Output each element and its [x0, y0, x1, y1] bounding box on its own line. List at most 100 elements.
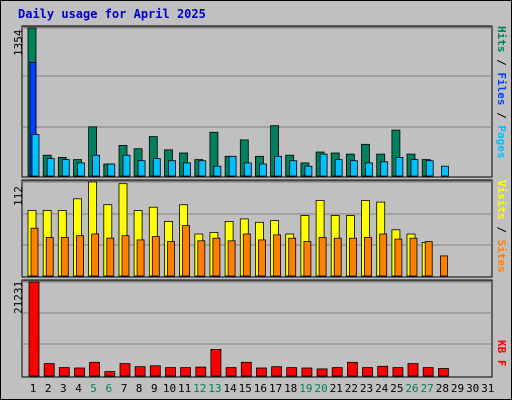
bar-pages-day-5: [92, 154, 100, 177]
bar-sites-day-11: [182, 225, 191, 277]
x-tick-label-day-12: 12: [193, 382, 206, 395]
bar-sites-day-10: [167, 241, 175, 277]
kbytes-panel-legend: KB F: [495, 340, 508, 367]
bar-sites-day-1: [30, 227, 39, 277]
bar-sites-day-12: [197, 240, 206, 277]
bar-pages-day-6: [107, 163, 116, 177]
hits-panel-legend: Hits / Files / Pages: [495, 26, 508, 159]
x-tick-label-day-7: 7: [121, 382, 128, 395]
bar-sites-day-18: [288, 237, 297, 277]
bar-sites-day-22: [348, 237, 357, 277]
kbytes-panel-ymax: 21231: [12, 280, 25, 314]
bar-pages-day-20: [319, 153, 328, 177]
bar-kbytes-day-25: [392, 367, 404, 377]
x-tick-label-day-22: 22: [345, 382, 358, 395]
x-tick-label-day-26: 26: [405, 382, 418, 395]
legend-files: Files: [495, 72, 508, 106]
bar-sites-day-14: [227, 240, 236, 277]
x-tick-label-day-16: 16: [254, 382, 267, 395]
bar-kbytes-day-15: [240, 361, 252, 377]
bar-sites-day-23: [364, 236, 372, 277]
bar-sites-day-16: [257, 239, 266, 277]
chart-title: Daily usage for April 2025: [18, 7, 206, 21]
bar-pages-day-8: [137, 160, 146, 177]
x-tick-label-day-9: 9: [151, 382, 158, 395]
bar-sites-day-4: [76, 235, 84, 277]
bar-kbytes-day-20: [316, 368, 328, 377]
legend-visits: Visits: [495, 180, 508, 220]
bar-pages-day-25: [395, 156, 404, 177]
bar-pages-day-22: [349, 160, 358, 177]
bar-pages-day-27: [425, 160, 434, 177]
bar-kbytes-day-17: [271, 366, 283, 377]
x-tick-label-day-21: 21: [330, 382, 343, 395]
bar-kbytes-day-1: [28, 281, 40, 377]
x-tick-label-day-29: 29: [451, 382, 464, 395]
bar-pages-day-19: [304, 165, 313, 177]
bar-pages-day-21: [334, 159, 343, 177]
x-tick-label-day-31: 31: [481, 382, 494, 395]
bar-sites-day-20: [318, 236, 327, 277]
bar-pages-day-13: [213, 165, 222, 177]
x-tick-label-day-1: 1: [30, 382, 37, 395]
bar-sites-day-5: [91, 233, 99, 277]
bar-kbytes-day-5: [89, 361, 100, 377]
x-tick-label-day-25: 25: [390, 382, 403, 395]
x-tick-label-day-3: 3: [60, 382, 67, 395]
hits-panel-ymax: 1354: [12, 29, 25, 57]
bar-pages-day-10: [168, 160, 176, 177]
bar-kbytes-day-4: [74, 367, 85, 377]
x-tick-label-day-30: 30: [466, 382, 479, 395]
bar-pages-day-1: [31, 134, 40, 177]
bar-pages-day-23: [365, 162, 373, 177]
bar-kbytes-day-6: [104, 371, 116, 377]
legend-hits: Hits: [495, 26, 508, 53]
bar-kbytes-day-22: [346, 361, 358, 377]
bar-sites-day-6: [106, 237, 115, 277]
x-tick-label-day-11: 11: [178, 382, 191, 395]
bar-pages-day-17: [274, 155, 283, 177]
x-tick-label-day-28: 28: [436, 382, 449, 395]
bar-sites-day-17: [273, 234, 282, 277]
bar-kbytes-day-28: [437, 368, 449, 377]
x-tick-label-day-27: 27: [421, 382, 434, 395]
x-tick-label-day-15: 15: [239, 382, 252, 395]
bar-pages-day-3: [61, 159, 70, 177]
bar-sites-day-2: [45, 236, 54, 277]
x-tick-label-day-10: 10: [163, 382, 176, 395]
bar-pages-day-12: [198, 160, 207, 177]
x-tick-label-day-5: 5: [90, 382, 97, 395]
bar-kbytes-day-7: [119, 363, 131, 377]
x-tick-label-day-23: 23: [360, 382, 373, 395]
bar-kbytes-day-24: [377, 365, 389, 377]
bar-pages-day-26: [410, 159, 419, 177]
bar-sites-day-7: [121, 235, 130, 277]
bar-sites-day-19: [303, 241, 312, 277]
bar-sites-day-26: [409, 237, 418, 277]
bar-sites-day-15: [242, 233, 251, 277]
bar-sites-day-8: [136, 239, 145, 277]
bar-sites-day-13: [212, 237, 221, 277]
x-tick-label-day-20: 20: [314, 382, 327, 395]
x-tick-label-day-19: 19: [299, 382, 312, 395]
panel-0-background: [21, 25, 493, 178]
bar-kbytes-day-9: [149, 365, 161, 377]
bar-sites-day-28: [439, 255, 448, 277]
x-tick-label-day-24: 24: [375, 382, 389, 395]
x-tick-label-day-8: 8: [136, 382, 143, 395]
bar-kbytes-day-12: [195, 366, 207, 377]
legend-kbytes: KB F: [495, 340, 508, 367]
bar-sites-day-25: [394, 238, 403, 277]
bar-pages-day-15: [243, 162, 252, 177]
bar-kbytes-day-2: [43, 363, 55, 377]
bar-pages-day-28: [440, 165, 449, 177]
legend-pages: Pages: [495, 125, 508, 159]
x-tick-label-day-2: 2: [45, 382, 52, 395]
bar-pages-day-11: [183, 162, 192, 177]
bar-kbytes-day-8: [134, 366, 146, 377]
x-tick-label-day-6: 6: [105, 382, 112, 395]
bar-pages-day-2: [46, 158, 55, 177]
bar-kbytes-day-23: [362, 367, 373, 377]
bar-sites-day-3: [60, 236, 69, 277]
bar-pages-day-18: [289, 160, 298, 177]
